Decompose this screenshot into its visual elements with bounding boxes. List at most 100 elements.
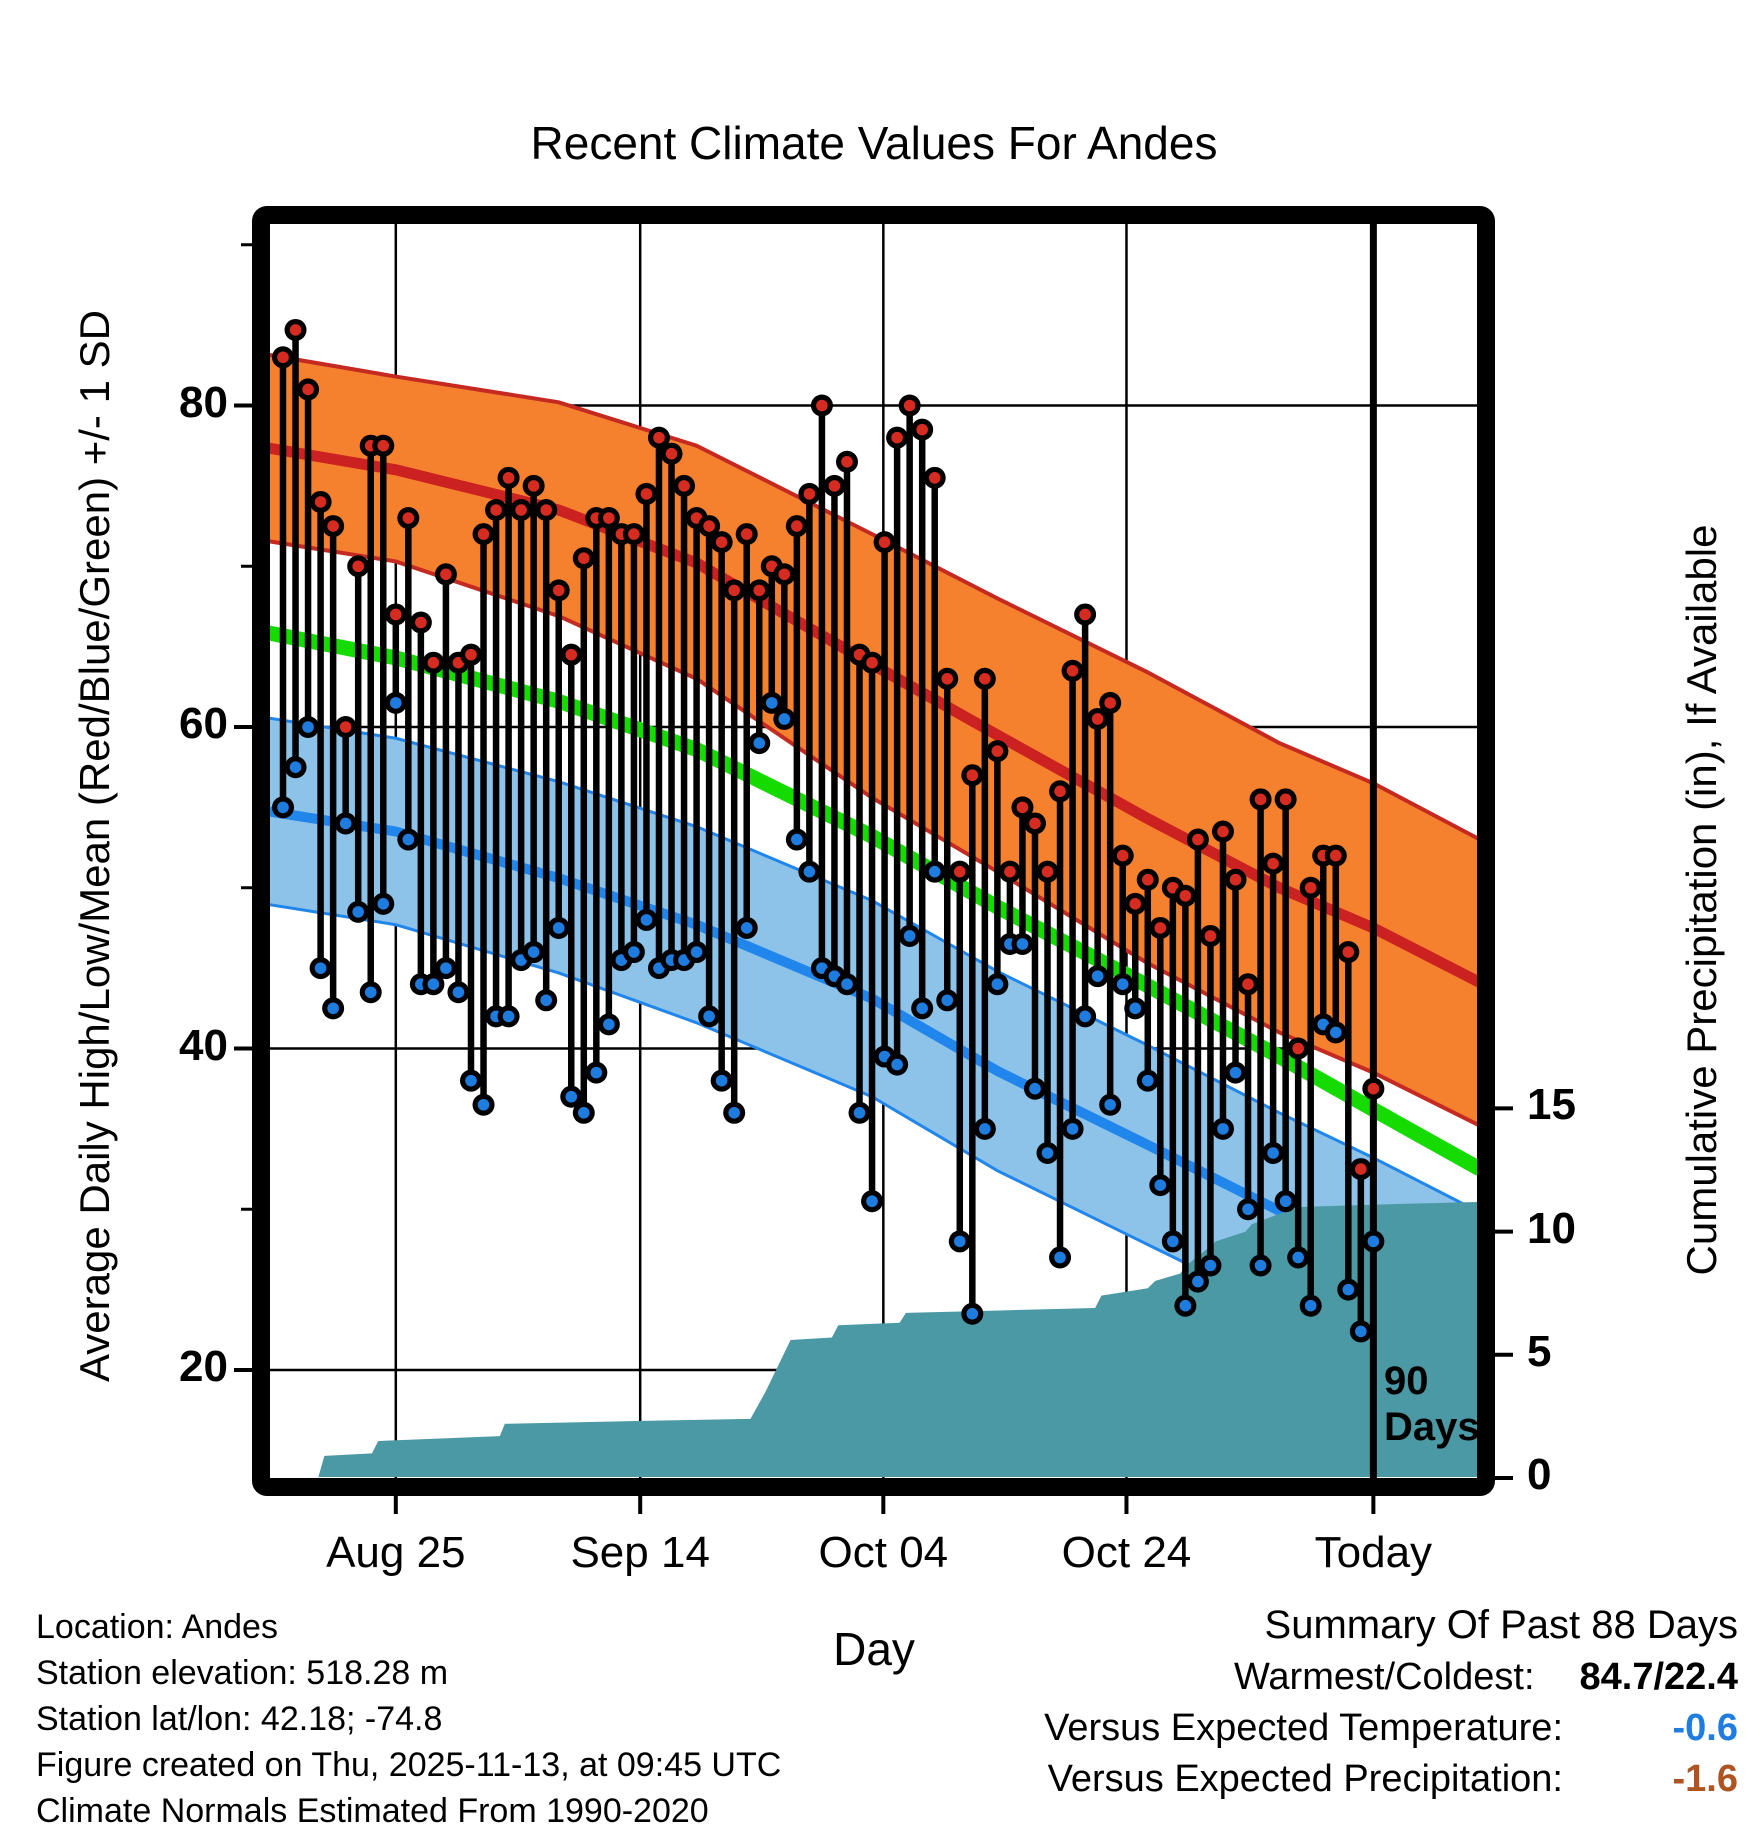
daily-high-dot — [753, 584, 766, 597]
daily-low-dot — [778, 713, 791, 725]
daily-low-dot — [314, 962, 327, 974]
daily-low-dot — [1355, 1325, 1367, 1338]
ninety-days-line1: 90 — [1384, 1359, 1429, 1403]
daily-low-dot — [1104, 1098, 1116, 1111]
ninety-days-annotation: 90 Days — [1384, 1358, 1480, 1450]
daily-low-dot — [853, 1107, 866, 1119]
x-axis-title: Day — [833, 1623, 915, 1675]
daily-high-dot — [816, 399, 828, 412]
daily-low-dot — [540, 994, 552, 1007]
daily-high-dot — [603, 512, 615, 524]
daily-low-dot — [1167, 1235, 1179, 1248]
station-info-line: Location: Andes — [36, 1608, 278, 1646]
daily-low-dot — [1192, 1275, 1204, 1288]
daily-low-dot — [1292, 1251, 1304, 1264]
daily-high-dot — [377, 439, 390, 452]
daily-high-dot — [1292, 1042, 1304, 1055]
daily-high-dot — [327, 520, 339, 532]
daily-high-dot — [1342, 946, 1355, 958]
daily-high-dot — [465, 648, 477, 661]
daily-high-dot — [803, 488, 816, 500]
plot-area — [270, 224, 1477, 1478]
daily-high-dot — [653, 431, 665, 444]
x-tick-label: Today — [1314, 1528, 1433, 1577]
daily-low-dot — [389, 697, 402, 709]
summary-title: Summary Of Past 88 Days — [1264, 1603, 1738, 1647]
daily-low-dot — [277, 801, 289, 814]
daily-high-dot — [427, 656, 440, 669]
daily-low-dot — [628, 946, 640, 958]
daily-high-dot — [1029, 817, 1041, 830]
daily-high-dot — [477, 528, 490, 540]
y-left-tick-label: 20 — [179, 1342, 228, 1391]
daily-low-dot — [1054, 1251, 1066, 1264]
daily-high-dot — [440, 568, 452, 581]
daily-low-dot — [1016, 938, 1029, 950]
daily-low-dot — [728, 1107, 740, 1119]
daily-high-dot — [502, 472, 515, 484]
daily-high-dot — [302, 383, 314, 396]
daily-high-dot — [1204, 930, 1217, 942]
summary-row-label: Warmest/Coldest: — [1233, 1656, 1535, 1698]
daily-high-dot — [1079, 608, 1091, 621]
daily-low-dot — [590, 1066, 603, 1079]
daily-high-dot — [841, 455, 853, 468]
daily-low-dot — [928, 865, 941, 878]
daily-high-dot — [1329, 849, 1342, 862]
daily-high-dot — [1355, 1163, 1367, 1175]
daily-low-dot — [1066, 1123, 1079, 1135]
daily-low-dot — [364, 986, 377, 999]
daily-high-dot — [866, 656, 878, 669]
daily-high-dot — [715, 536, 728, 548]
daily-high-dot — [415, 616, 427, 629]
daily-high-dot — [916, 423, 928, 436]
daily-low-dot — [1129, 1002, 1142, 1015]
daily-high-dot — [928, 472, 941, 484]
summary-row-value: -0.6 — [1672, 1707, 1738, 1749]
daily-high-dot — [953, 865, 966, 878]
daily-high-dot — [728, 584, 740, 597]
daily-low-dot — [1279, 1195, 1292, 1208]
daily-high-dot — [703, 520, 715, 532]
daily-low-dot — [1254, 1259, 1267, 1272]
daily-low-dot — [577, 1107, 590, 1119]
daily-low-dot — [402, 833, 415, 846]
daily-low-dot — [740, 922, 753, 934]
station-info-line: Station lat/lon: 42.18; -74.8 — [36, 1700, 443, 1738]
daily-low-dot — [1342, 1283, 1355, 1296]
daily-high-dot — [490, 504, 502, 516]
daily-high-dot — [389, 608, 402, 621]
daily-low-dot — [1091, 970, 1104, 982]
daily-high-dot — [966, 769, 979, 782]
daily-low-dot — [1217, 1123, 1229, 1135]
summary-row-value: 84.7/22.4 — [1579, 1656, 1738, 1698]
daily-high-dot — [1104, 697, 1116, 709]
plot-frame — [252, 206, 1495, 1496]
daily-high-dot — [1016, 801, 1029, 814]
daily-low-dot — [703, 1010, 715, 1023]
station-info-line: Station elevation: 518.28 m — [36, 1654, 449, 1692]
x-tick-label: Oct 24 — [1061, 1528, 1192, 1577]
daily-low-dot — [715, 1074, 728, 1087]
daily-high-dot — [903, 399, 916, 412]
y-left-tick-label: 40 — [179, 1020, 228, 1070]
y-right-tick-label: 0 — [1527, 1450, 1552, 1499]
daily-low-dot — [1041, 1147, 1054, 1159]
daily-low-dot — [1179, 1299, 1192, 1312]
daily-high-dot — [1304, 881, 1317, 894]
daily-low-dot — [916, 1002, 928, 1015]
chart-title: Recent Climate Values For Andes — [530, 117, 1218, 169]
daily-high-dot — [1066, 664, 1079, 677]
daily-low-dot — [427, 978, 440, 990]
station-info-line: Climate Normals Estimated From 1990-2020 — [36, 1792, 709, 1830]
daily-high-dot — [515, 504, 527, 516]
daily-high-dot — [1217, 825, 1229, 838]
summary-row-label: Versus Expected Precipitation: — [1047, 1758, 1563, 1800]
daily-low-dot — [502, 1010, 515, 1023]
daily-low-dot — [640, 914, 653, 926]
daily-high-dot — [878, 536, 891, 548]
daily-low-dot — [966, 1307, 979, 1320]
y-left-tick-label: 60 — [179, 699, 228, 748]
